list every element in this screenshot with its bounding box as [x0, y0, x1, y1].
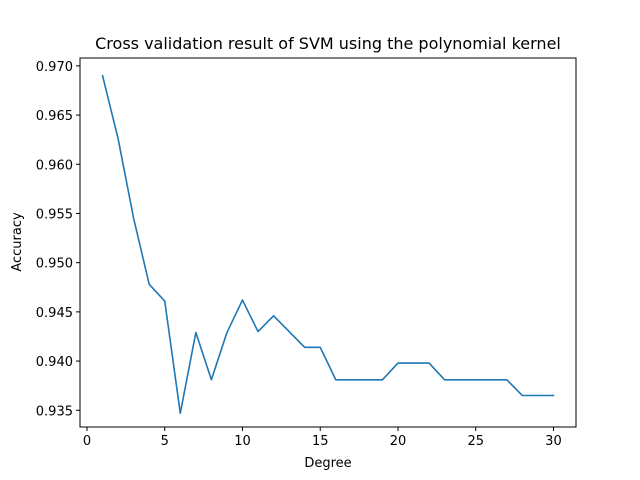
x-tick-label: 25 [467, 434, 484, 449]
x-tick-label: 20 [390, 434, 407, 449]
y-tick-label: 0.970 [36, 60, 73, 75]
chart-title: Cross validation result of SVM using the… [95, 34, 561, 53]
y-tick-label: 0.955 [36, 207, 73, 222]
x-axis-title: Degree [304, 456, 351, 471]
y-axis-title: Accuracy [10, 212, 25, 272]
x-tick-label: 10 [234, 434, 251, 449]
y-tick-label: 0.965 [36, 109, 73, 124]
plot-frame [79, 57, 577, 428]
y-tick-label: 0.950 [36, 257, 73, 272]
x-tick-label: 30 [545, 434, 562, 449]
y-tick-label: 0.945 [36, 306, 73, 321]
y-tick-label: 0.960 [36, 158, 73, 173]
x-tick-label: 15 [312, 434, 329, 449]
y-tick-label: 0.940 [36, 355, 73, 370]
series-line-accuracy [101, 74, 555, 415]
series-layer [101, 74, 555, 415]
x-tick-label: 0 [83, 434, 91, 449]
ticks-layer: 0 5 10 15 20 25 30 0.935 0.940 0.945 0.950 0.955 0.9… [36, 60, 562, 449]
y-tick-label: 0.935 [36, 404, 73, 419]
x-tick-label: 5 [161, 434, 169, 449]
